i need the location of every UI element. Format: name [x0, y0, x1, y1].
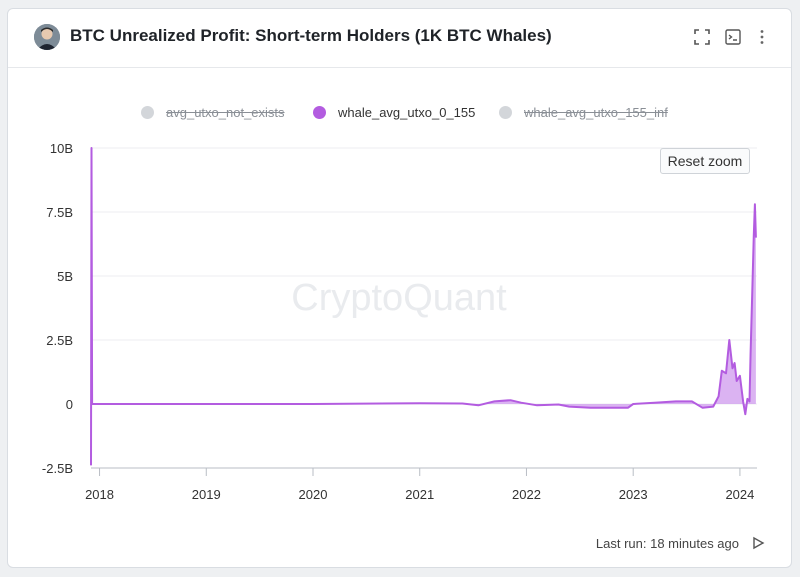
- y-tick-label: -2.5B: [42, 461, 73, 476]
- legend-dot: [141, 106, 154, 119]
- play-icon[interactable]: [751, 535, 767, 551]
- reset-zoom-button[interactable]: Reset zoom: [660, 148, 750, 174]
- legend-item-whale-avg-utxo-0-155[interactable]: whale_avg_utxo_0_155: [313, 105, 475, 120]
- legend-dot: [313, 106, 326, 119]
- x-tick-label: 2024: [725, 487, 754, 502]
- y-tick-label: 2.5B: [46, 333, 73, 348]
- terminal-icon[interactable]: [722, 26, 744, 48]
- x-tick-label: 2021: [405, 487, 434, 502]
- y-tick-label: 5B: [57, 269, 73, 284]
- chart-title: BTC Unrealized Profit: Short-term Holder…: [70, 26, 552, 45]
- y-tick-label: 0: [66, 397, 73, 412]
- series-layer: [90, 147, 757, 466]
- x-tick-label: 2022: [512, 487, 541, 502]
- y-tick-label: 10B: [50, 141, 73, 156]
- x-tick-label: 2020: [299, 487, 328, 502]
- y-axis: 10B 7.5B 5B 2.5B 0 -2.5B: [42, 141, 73, 476]
- legend-item-avg-utxo-not-exists[interactable]: avg_utxo_not_exists: [141, 105, 285, 120]
- chart-legend: avg_utxo_not_exists whale_avg_utxo_0_155…: [8, 105, 791, 125]
- x-axis: 2018 2019 2020 2021 2022 2023 2024: [85, 467, 757, 502]
- legend-item-whale-avg-utxo-155-inf[interactable]: whale_avg_utxo_155_inf: [499, 105, 668, 120]
- x-tick-label: 2019: [192, 487, 221, 502]
- last-run-text: Last run: 18 minutes ago: [595, 535, 739, 551]
- avatar[interactable]: [34, 24, 60, 50]
- series-line-whale-avg-utxo-0-155: [90, 147, 757, 466]
- watermark: CryptoQuant: [291, 277, 507, 319]
- more-vertical-icon[interactable]: [751, 26, 773, 48]
- y-tick-label: 7.5B: [46, 205, 73, 220]
- legend-label: whale_avg_utxo_155_inf: [524, 105, 668, 120]
- legend-label: whale_avg_utxo_0_155: [338, 105, 476, 120]
- card-header: BTC Unrealized Profit: Short-term Holder…: [8, 9, 791, 68]
- x-tick-label: 2023: [619, 487, 648, 502]
- x-tick-label: 2018: [85, 487, 114, 502]
- fullscreen-icon[interactable]: [691, 26, 713, 48]
- legend-label: avg_utxo_not_exists: [166, 105, 285, 120]
- chart-card: BTC Unrealized Profit: Short-term Holder…: [7, 8, 792, 568]
- card-footer: Last run: 18 minutes ago: [596, 535, 767, 551]
- legend-dot: [499, 106, 512, 119]
